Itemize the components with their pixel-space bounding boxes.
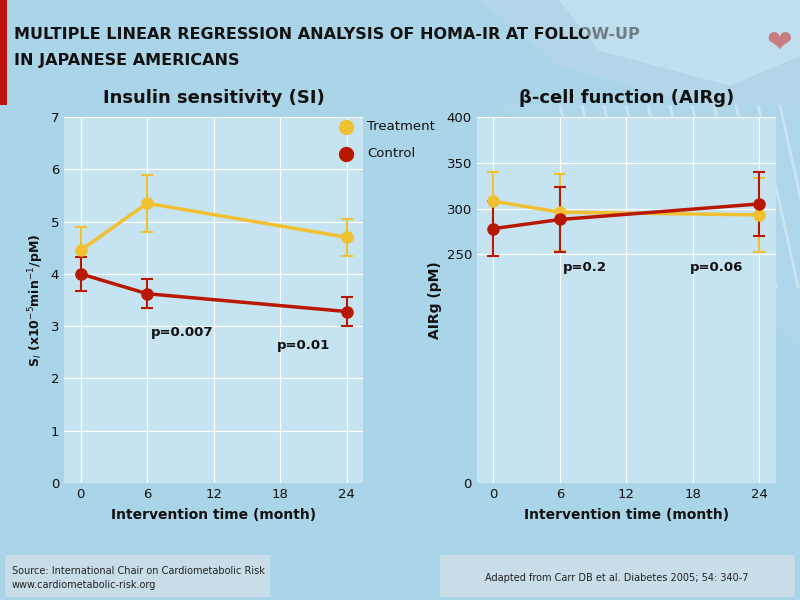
Text: www.cardiometabolic-risk.org: www.cardiometabolic-risk.org bbox=[12, 580, 156, 590]
Text: Treatment: Treatment bbox=[367, 121, 435, 133]
X-axis label: Intervention time (month): Intervention time (month) bbox=[111, 508, 316, 522]
Text: p=0.06: p=0.06 bbox=[690, 260, 742, 274]
Text: MULTIPLE LINEAR REGRESSION ANALYSIS OF HOMA-IR AT FOLLOW-UP: MULTIPLE LINEAR REGRESSION ANALYSIS OF H… bbox=[14, 27, 640, 42]
Y-axis label: S$_I$ (x10$^{-5}$min$^{-1}$/pM): S$_I$ (x10$^{-5}$min$^{-1}$/pM) bbox=[27, 233, 46, 367]
Text: Adapted from Carr DB et al. Diabetes 2005; 54: 340-7: Adapted from Carr DB et al. Diabetes 200… bbox=[486, 573, 749, 583]
Y-axis label: AIRg (pM): AIRg (pM) bbox=[429, 261, 442, 339]
Polygon shape bbox=[500, 105, 800, 347]
FancyBboxPatch shape bbox=[5, 555, 270, 597]
FancyBboxPatch shape bbox=[440, 555, 795, 597]
Polygon shape bbox=[480, 0, 800, 105]
Text: IN JAPANESE AMERICANS: IN JAPANESE AMERICANS bbox=[14, 53, 239, 68]
X-axis label: Intervention time (month): Intervention time (month) bbox=[524, 508, 729, 522]
Bar bbox=[0, 0, 7, 105]
Text: ❤: ❤ bbox=[766, 30, 792, 59]
Text: p=0.007: p=0.007 bbox=[150, 326, 213, 339]
Polygon shape bbox=[560, 0, 800, 85]
Title: Insulin sensitivity (SI): Insulin sensitivity (SI) bbox=[102, 89, 325, 107]
Text: Source: International Chair on Cardiometabolic Risk: Source: International Chair on Cardiomet… bbox=[12, 566, 265, 576]
Text: p=0.01: p=0.01 bbox=[277, 339, 330, 352]
Title: β-cell function (AIRg): β-cell function (AIRg) bbox=[518, 89, 734, 107]
Text: p=0.2: p=0.2 bbox=[563, 260, 607, 274]
Text: Control: Control bbox=[367, 147, 415, 160]
